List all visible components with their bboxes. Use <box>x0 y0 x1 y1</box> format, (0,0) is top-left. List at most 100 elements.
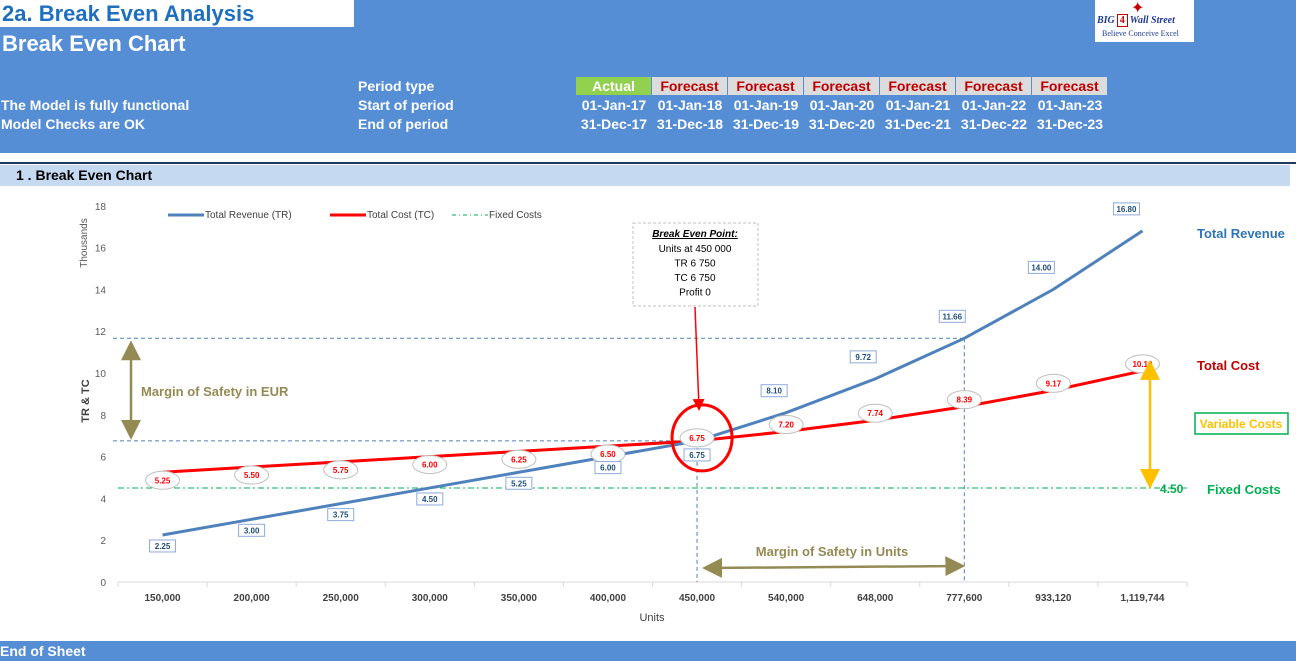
cost-value-text: 8.39 <box>957 396 973 405</box>
status-checks: Model Checks are OK <box>1 116 145 132</box>
y-tick-label: 4 <box>100 494 106 505</box>
revenue-data-label: 3.75 <box>327 508 355 522</box>
revenue-data-label: 4.50 <box>416 492 444 506</box>
end-period-label: End of period <box>358 116 449 132</box>
period-end-cell: 31-Dec-23 <box>1036 116 1104 132</box>
cost-data-label: 7.20 <box>768 415 804 435</box>
section-header: 1 . Break Even Chart <box>0 165 1290 186</box>
x-tick-label: 450,000 <box>679 593 716 604</box>
divider <box>0 162 1296 164</box>
period-start-cell: 01-Jan-21 <box>885 97 951 113</box>
period-type-cell: Forecast <box>1032 77 1107 95</box>
period-end-cell: 31-Dec-18 <box>656 116 724 132</box>
revenue-value-text: 4.50 <box>422 495 438 504</box>
logo-street: Wall Street <box>1129 15 1175 26</box>
y-tick-label: 12 <box>95 327 107 338</box>
revenue-value-text: 16.80 <box>1116 205 1137 214</box>
x-tick-label: 777,600 <box>946 593 983 604</box>
cost-data-label: 5.50 <box>234 465 270 485</box>
legend-label: Total Revenue (TR) <box>205 210 292 221</box>
fixed-costs-label: Fixed Costs <box>1207 482 1281 497</box>
cost-value-text: 5.25 <box>155 476 171 485</box>
revenue-data-label: 9.72 <box>849 350 877 364</box>
cost-data-label: 6.50 <box>590 444 626 464</box>
status-functional: The Model is fully functional <box>1 97 190 113</box>
x-tick-label: 250,000 <box>323 593 360 604</box>
cost-value-text: 5.75 <box>333 466 349 475</box>
revenue-value-text: 6.75 <box>689 451 705 460</box>
revenue-value-text: 3.00 <box>244 526 260 535</box>
break-even-arrow <box>692 306 705 411</box>
cost-value-text: 7.74 <box>867 409 883 418</box>
x-tick-label: 540,000 <box>768 593 805 604</box>
period-type-cell: Forecast <box>880 77 955 95</box>
cost-value-text: 7.20 <box>778 421 794 430</box>
cost-value-text: 6.50 <box>600 450 616 459</box>
cost-data-label: 6.75 <box>679 428 715 448</box>
total-cost-line <box>162 369 1143 474</box>
logo-four: 4 <box>1116 14 1128 27</box>
fixed-value-label: 4.50 <box>1160 482 1184 496</box>
y-tick-label: 2 <box>100 536 106 547</box>
x-tick-label: 933,120 <box>1035 593 1072 604</box>
x-tick-label: 300,000 <box>412 593 449 604</box>
revenue-value-text: 2.25 <box>155 542 171 551</box>
revenue-value-text: 6.00 <box>600 464 616 473</box>
break-even-line: Units at 450 000 <box>659 244 732 255</box>
legend-label: Total Cost (TC) <box>367 210 434 221</box>
revenue-data-label: 6.75 <box>683 448 711 462</box>
period-end-cell: 31-Dec-22 <box>960 116 1028 132</box>
revenue-data-label: 2.25 <box>149 539 177 553</box>
period-end-cell: 31-Dec-20 <box>808 116 876 132</box>
total-revenue-line <box>162 229 1144 537</box>
total-revenue-label: Total Revenue <box>1197 226 1285 241</box>
cost-value-text: 5.50 <box>244 471 260 480</box>
revenue-value-text: 3.75 <box>333 511 349 520</box>
y-axis-unit: Thousands <box>79 218 90 267</box>
y-axis-title: TR & TC <box>80 379 92 422</box>
period-type-cell: Forecast <box>956 77 1031 95</box>
break-even-title: Break Even Point: <box>652 229 738 240</box>
title-box <box>0 0 354 27</box>
revenue-value-text: 14.00 <box>1031 263 1052 272</box>
x-tick-label: 648,000 <box>857 593 894 604</box>
cost-data-label: 5.75 <box>323 460 359 480</box>
x-tick-label: 1,119,744 <box>1120 593 1164 604</box>
period-type-cell: Forecast <box>652 77 727 95</box>
break-even-line: TC 6 750 <box>674 273 716 284</box>
cost-value-text: 6.75 <box>689 434 705 443</box>
page-title: 2a. Break Even Analysis <box>2 1 255 26</box>
break-even-chart: 0 2 4 6 8 10 12 14 16 18 150,000 200,000 250,000 300,… <box>79 202 1289 624</box>
eagle-icon: ✦ <box>1131 0 1145 17</box>
cost-data-label: 10.10 <box>1124 354 1160 374</box>
y-tick-label: 10 <box>95 369 107 380</box>
logo: ✦ BIG 4 Wall Street Believe Conceive Excel <box>1095 0 1194 42</box>
logo-big: BIG <box>1097 15 1115 26</box>
footer-text: End of Sheet <box>0 643 86 659</box>
margin-units-label: Margin of Safety in Units <box>756 544 908 559</box>
y-tick-label: 0 <box>100 578 106 589</box>
break-even-line: Profit 0 <box>679 288 711 299</box>
variable-costs-label: Variable Costs <box>1200 417 1283 431</box>
period-end-cell: 31-Dec-21 <box>884 116 952 132</box>
y-tick-label: 8 <box>100 411 106 422</box>
cost-data-label: 6.00 <box>412 455 448 475</box>
logo-tagline: Believe Conceive Excel <box>1102 29 1179 38</box>
cost-value-text: 6.00 <box>422 461 438 470</box>
x-tick-label: 400,000 <box>590 593 627 604</box>
break-even-callout <box>632 222 759 307</box>
revenue-data-label: 8.10 <box>760 384 788 398</box>
period-start-cell: 01-Jan-22 <box>961 97 1027 113</box>
y-tick-label: 16 <box>95 244 107 255</box>
x-axis-title: Units <box>639 612 665 624</box>
revenue-data-label: 5.25 <box>505 476 533 490</box>
cost-data-label: 6.25 <box>501 449 537 469</box>
break-even-line: TR 6 750 <box>674 259 716 270</box>
y-tick-label: 14 <box>95 285 107 296</box>
cost-data-label: 9.17 <box>1035 373 1071 393</box>
period-type-label: Period type <box>358 78 435 94</box>
period-start-cell: 01-Jan-20 <box>809 97 875 113</box>
period-start-cell: 01-Jan-19 <box>733 97 799 113</box>
period-start-cell: 01-Jan-18 <box>657 97 723 113</box>
revenue-data-label: 3.00 <box>238 523 266 537</box>
